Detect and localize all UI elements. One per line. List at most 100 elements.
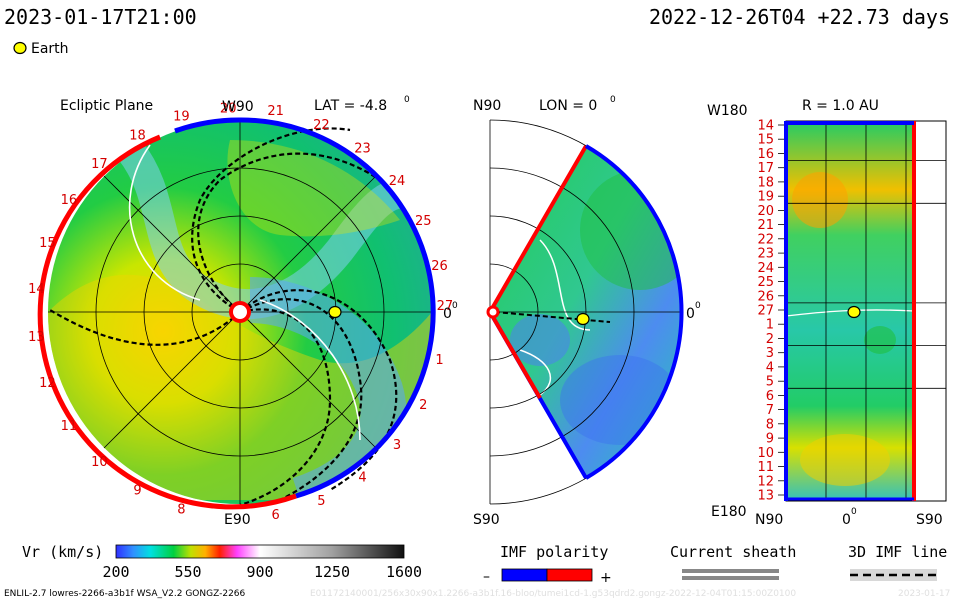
carrington-day-label: 17 — [91, 157, 108, 172]
radial-row-label: 8 — [766, 417, 774, 432]
radial-row-label: 3 — [766, 346, 774, 361]
meridional-lon-label: LON = 0 — [539, 98, 597, 114]
radial-row-label: 5 — [766, 375, 774, 390]
colorbar-ticks: 200 550 900 1250 1600 — [102, 563, 422, 581]
meridional-sun-marker — [486, 305, 500, 319]
meridional-lower-red — [488, 310, 542, 400]
current-sheath-lines — [128, 144, 361, 441]
radial-row-label: 7 — [766, 403, 774, 418]
colorbar-tick-label: 1600 — [386, 563, 422, 581]
imf-polarity-rim-blue — [239, 117, 436, 499]
colorbar-tick-label: 200 — [102, 563, 129, 581]
radial-row-labels: 1415161718192021222324252627123456789101… — [757, 119, 774, 504]
carrington-day-label: 15 — [39, 236, 56, 251]
ecliptic-lat-degree: 0 — [404, 95, 410, 105]
carrington-day-label: 5 — [317, 494, 325, 509]
radial-grid — [778, 121, 946, 501]
radial-bottom-n90: N90 — [755, 512, 783, 528]
radial-row-label: 1 — [766, 318, 774, 333]
colorbar-tick-label: 550 — [174, 563, 201, 581]
carrington-day-label: 22 — [313, 118, 330, 133]
current-sheath-title: Current sheath — [670, 543, 796, 561]
colorbar — [115, 544, 405, 559]
radial-row-label: 22 — [757, 232, 774, 247]
radial-row-label: 24 — [757, 261, 774, 276]
carrington-day-label: 10 — [91, 455, 108, 470]
radial-row-label: 11 — [757, 460, 774, 475]
radial-row-label: 19 — [757, 190, 774, 205]
meridional-rim — [584, 144, 684, 480]
radial-row-label: 12 — [757, 474, 774, 489]
colorbar-label: Vr (km/s) — [22, 543, 103, 561]
carrington-day-label: 8 — [177, 503, 185, 518]
carrington-day-label: 13 — [28, 330, 45, 345]
radial-bottom-zero: 0 — [842, 512, 851, 528]
ecliptic-title: Ecliptic Plane — [60, 98, 153, 114]
current-sheath-swatch-1 — [682, 569, 779, 573]
radial-row-label: 20 — [757, 204, 774, 219]
green-blob — [864, 326, 896, 354]
radial-row-label: 16 — [757, 147, 774, 162]
meridional-zero-degree: 0 — [695, 301, 701, 311]
carrington-day-label: 14 — [28, 282, 45, 297]
footer-run-id: ENLIL-2.7 lowres-2266-a3b1f WSA_V2.2 GON… — [4, 589, 246, 599]
carrington-day-label: 21 — [267, 104, 284, 119]
footer-faded-date: 2023-01-17 — [898, 589, 950, 599]
radial-bottom-zero-degree: 0 — [851, 507, 857, 517]
radial-row-label: 6 — [766, 389, 774, 404]
radial-bottom-left-label: E180 — [711, 504, 747, 520]
carrington-day-label: 11 — [61, 419, 78, 434]
colorbar-tick-label: 900 — [246, 563, 273, 581]
radial-row-label: 18 — [757, 175, 774, 190]
radial-bottom-s90: S90 — [916, 512, 943, 528]
earth-marker-ecliptic — [328, 305, 342, 319]
earth-marker-radial — [847, 305, 861, 319]
imf-positive-swatch — [546, 568, 593, 582]
imf-polarity-rim-red — [37, 134, 297, 510]
radial-row-label: 14 — [757, 119, 774, 134]
radial-row-label: 21 — [757, 218, 774, 233]
carrington-day-label: 3 — [393, 438, 401, 453]
carrington-day-label: 25 — [415, 214, 432, 229]
meridional-imf-line — [494, 311, 611, 323]
current-sheath-swatch-2 — [682, 576, 779, 580]
radial-row-label: 26 — [757, 289, 774, 304]
radial-top-left-label: W180 — [707, 103, 748, 119]
carrington-day-label: 6 — [271, 508, 279, 523]
imf-field-lines — [49, 127, 398, 507]
imf-polarity-title: IMF polarity — [500, 543, 608, 561]
imf-line-title: 3D IMF line — [848, 543, 947, 561]
radial-row-label: 4 — [766, 360, 774, 375]
imf-minus-label: – — [483, 569, 490, 585]
earth-marker-meridional — [576, 312, 590, 326]
carrington-day-label: 18 — [129, 129, 146, 144]
carrington-day-label: 19 — [173, 110, 190, 125]
earth-legend-icon — [13, 41, 27, 55]
imf-negative-swatch — [501, 568, 548, 582]
radial-row-label: 9 — [766, 432, 774, 447]
carrington-day-label: 24 — [389, 174, 406, 189]
ecliptic-zero-label: 0 — [443, 306, 452, 322]
footer-faded-id: E01172140001/256x30x90x1.2266-a3b1f.16-b… — [310, 589, 796, 599]
imf-polarity-rim-blue-top — [174, 117, 241, 134]
radial-row-label: 23 — [757, 247, 774, 262]
radial-row-label: 10 — [757, 446, 774, 461]
left-timestamp: 2023-01-17T21:00 — [4, 5, 197, 29]
carrington-day-label: 23 — [354, 142, 371, 157]
radial-r-label: R = 1.0 AU — [802, 98, 879, 114]
earth-legend-label: Earth — [31, 41, 69, 57]
meridional-edge-blue — [488, 144, 588, 314]
carrington-day-label: 20 — [220, 101, 237, 116]
meridional-top-label: N90 — [473, 98, 501, 114]
carrington-day-label: 12 — [39, 376, 56, 391]
fast-region — [792, 172, 848, 228]
right-timestamp: 2022-12-26T04 +22.73 days — [649, 5, 950, 29]
sun-marker — [229, 301, 251, 323]
carrington-day-label: 16 — [61, 193, 78, 208]
carrington-day-label: 26 — [431, 259, 448, 274]
radial-panel: 1415161718192021222324252627123456789101… — [707, 98, 947, 528]
imf-plus-label: + — [600, 570, 612, 586]
ecliptic-zero-degree: 0 — [452, 301, 458, 311]
